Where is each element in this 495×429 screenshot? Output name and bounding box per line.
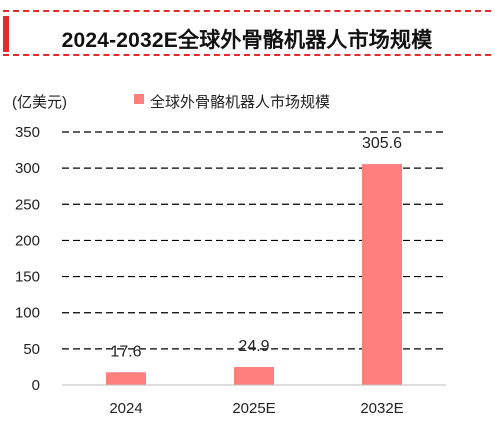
x-tick-label: 2025E bbox=[232, 400, 275, 417]
data-label: 24.9 bbox=[238, 338, 269, 355]
x-axis-labels: 2024 2025E 2032E bbox=[109, 400, 403, 417]
y-tick-label: 150 bbox=[15, 269, 40, 286]
bar bbox=[234, 367, 274, 385]
legend-label: 全球外骨骼机器人市场规模 bbox=[150, 93, 330, 111]
data-label: 17.6 bbox=[110, 343, 141, 360]
bar bbox=[362, 164, 402, 385]
chart-title: 2024-2032E全球外骨骼机器人市场规模 bbox=[61, 29, 433, 52]
x-tick-label: 2024 bbox=[109, 400, 142, 417]
y-tick-label: 100 bbox=[15, 305, 40, 322]
x-tick-label: 2032E bbox=[360, 400, 403, 417]
title-frame: 2024-2032E全球外骨骼机器人市场规模 bbox=[3, 10, 491, 56]
bars bbox=[106, 164, 402, 385]
data-labels: 17.6 24.9 305.6 bbox=[110, 135, 402, 360]
legend-swatch bbox=[134, 94, 144, 104]
y-axis-unit-label: (亿美元) bbox=[12, 94, 67, 111]
y-tick-label: 300 bbox=[15, 160, 40, 177]
y-tick-label: 350 bbox=[15, 124, 40, 141]
y-tick-label: 250 bbox=[15, 196, 40, 213]
y-tick-label: 50 bbox=[23, 341, 40, 358]
bar bbox=[106, 372, 146, 385]
data-label: 305.6 bbox=[362, 135, 402, 152]
y-tick-label: 0 bbox=[32, 377, 40, 394]
y-axis-ticks: 0 50 100 150 200 250 300 350 bbox=[15, 124, 40, 394]
y-tick-label: 200 bbox=[15, 232, 40, 249]
